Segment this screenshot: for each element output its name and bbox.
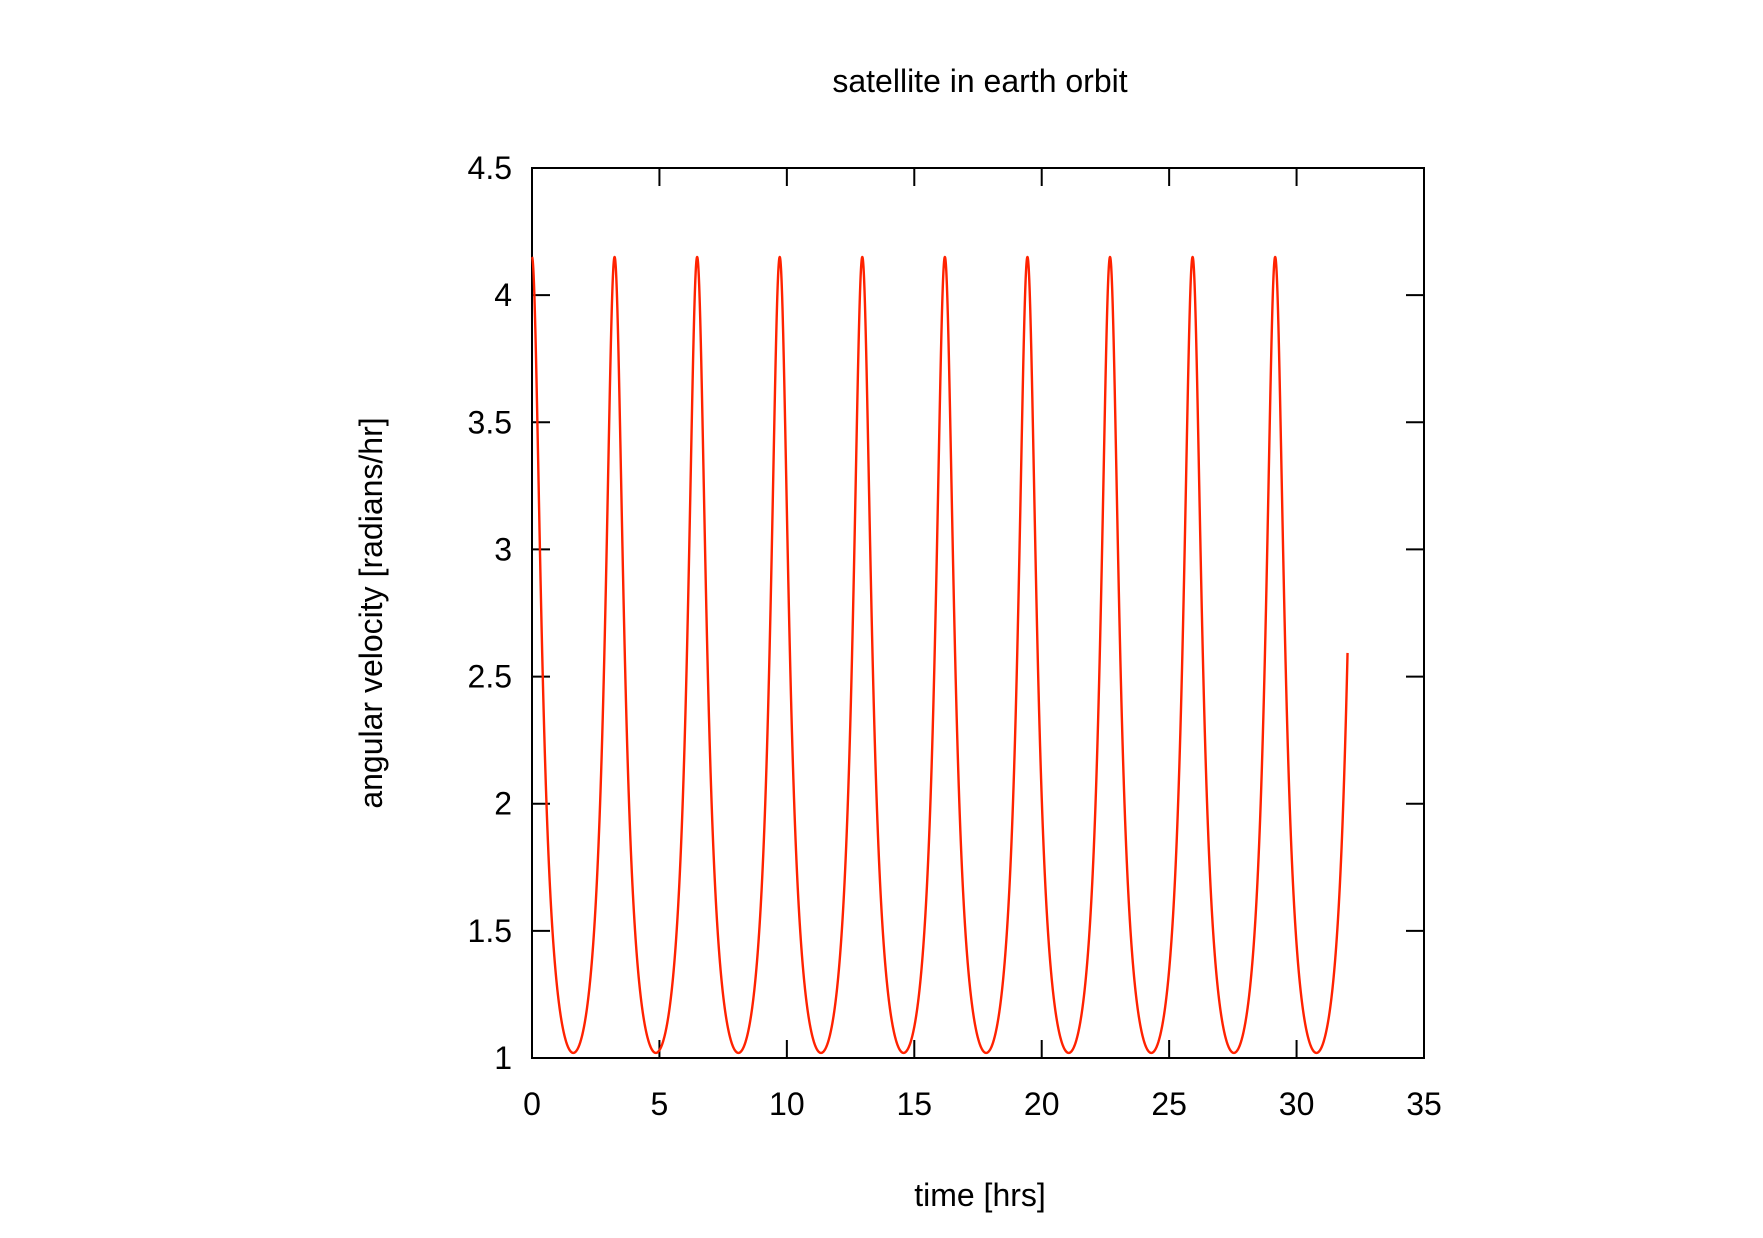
- chart-title: satellite in earth orbit: [832, 63, 1127, 99]
- y-tick-label: 3.5: [468, 404, 512, 440]
- y-tick-label: 1: [494, 1040, 512, 1076]
- y-axis-label: angular velocity [radians/hr]: [353, 417, 389, 808]
- series-line: [531, 255, 1349, 1055]
- plot-frame: [531, 167, 1425, 1059]
- x-tick-label: 30: [1279, 1086, 1315, 1122]
- y-tick-label: 2: [494, 786, 512, 822]
- x-tick-label: 0: [523, 1086, 541, 1122]
- y-tick-label: 4: [494, 277, 512, 313]
- series-layer: [531, 255, 1349, 1055]
- y-tick-label: 2.5: [468, 659, 512, 695]
- x-tick-label: 25: [1151, 1086, 1187, 1122]
- y-tick-label: 1.5: [468, 913, 512, 949]
- plot-border: [531, 167, 1425, 1059]
- x-tick-label: 10: [769, 1086, 805, 1122]
- x-tick-label: 35: [1406, 1086, 1442, 1122]
- axis-ticks: 0 5 10 15 20 25 30 35 1 1.5 2 2.5 3 3.5 4 4.5: [468, 150, 1442, 1122]
- y-tick-label: 4.5: [468, 150, 512, 186]
- x-axis-label: time [hrs]: [914, 1177, 1046, 1213]
- y-tick-label: 3: [494, 531, 512, 567]
- x-tick-label: 20: [1024, 1086, 1060, 1122]
- x-tick-label: 15: [896, 1086, 932, 1122]
- x-tick-label: 5: [651, 1086, 669, 1122]
